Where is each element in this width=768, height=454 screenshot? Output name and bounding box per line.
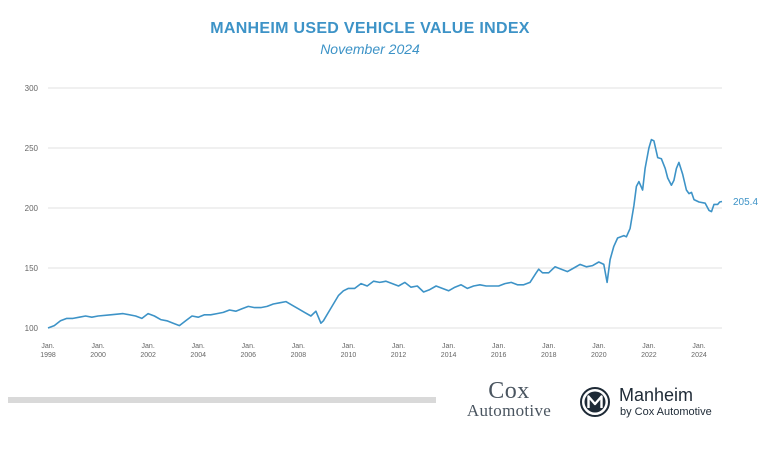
x-tick-label-month: Jan. [642,343,655,350]
automotive-logo-word: Automotive [466,401,552,420]
x-tick-label-year: 2002 [140,352,156,359]
manheim-brand-name: Manheim [619,385,694,405]
x-tick-label-month: Jan. [692,343,705,350]
y-tick-label: 200 [25,204,39,213]
x-tick-label-year: 2024 [691,352,707,359]
x-tick-label-year: 2000 [90,352,106,359]
footer-divider-bar [8,397,436,403]
x-tick-label-month: Jan. [442,343,455,350]
x-tick-label-month: Jan. [292,343,305,350]
x-tick-label-month: Jan. [342,343,355,350]
x-tick-label-year: 2022 [641,352,657,359]
x-tick-label-month: Jan. [91,343,104,350]
x-tick-label-month: Jan. [242,343,255,350]
manheim-tagline: by Cox Automotive [620,406,712,418]
x-tick-label-month: Jan. [492,343,505,350]
x-tick-label-year: 2004 [190,352,206,359]
x-tick-label-year: 1998 [40,352,56,359]
series-line [47,138,723,329]
x-tick-label-month: Jan. [542,343,555,350]
x-tick-label-year: 2018 [541,352,557,359]
chart-title: MANHEIM USED VEHICLE VALUE INDEX [210,20,530,37]
x-tick-label-month: Jan. [592,343,605,350]
x-tick-label-month: Jan. [192,343,205,350]
y-tick-label: 100 [25,324,39,333]
end-value-label: 205.4 [733,197,758,208]
x-tick-label-month: Jan. [142,343,155,350]
x-tick-label-year: 2008 [291,352,307,359]
x-tick-label-year: 2006 [241,352,257,359]
x-tick-label-year: 2010 [341,352,357,359]
y-tick-label: 250 [25,144,39,153]
cox-logo-word: Cox [488,378,530,404]
x-tick-label-year: 2016 [491,352,507,359]
cox-automotive-logo: Cox Automotive [448,378,570,420]
y-tick-label: 150 [25,264,39,273]
manheim-logo-icon [580,387,610,417]
x-tick-label-year: 2014 [441,352,457,359]
x-tick-label-month: Jan. [392,343,405,350]
x-tick-label-year: 2012 [391,352,407,359]
y-tick-label: 300 [25,84,39,93]
chart-subtitle: November 2024 [320,41,420,57]
x-tick-label-year: 2020 [591,352,607,359]
x-tick-label-month: Jan. [41,343,54,350]
